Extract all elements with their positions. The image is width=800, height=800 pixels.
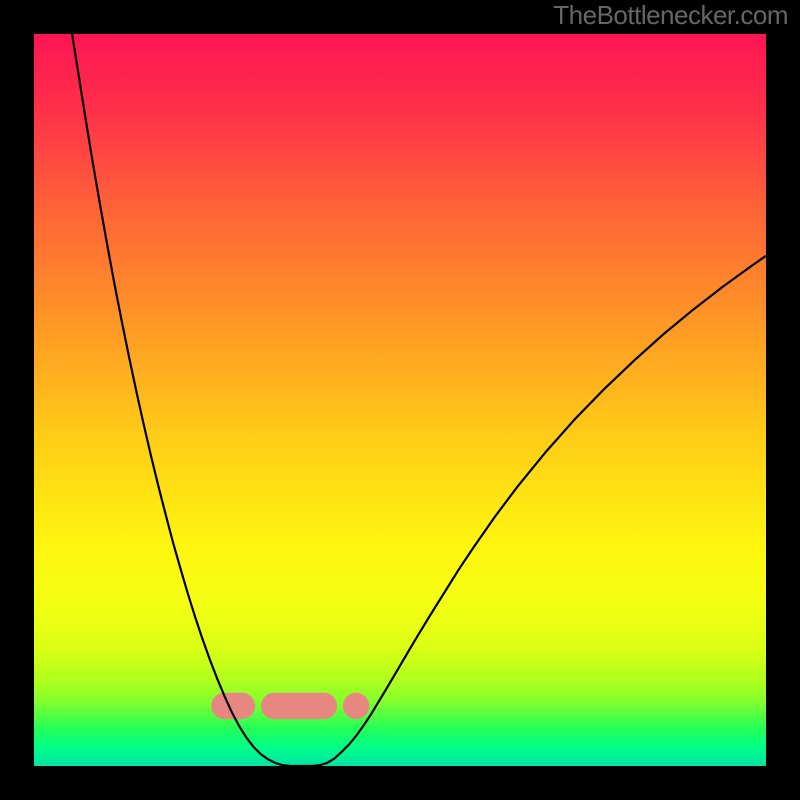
chart-container: TheBottlenecker.com — [0, 0, 800, 800]
overlay-segment — [343, 693, 369, 719]
chart-svg — [0, 0, 800, 800]
overlay-segment — [261, 693, 337, 719]
plot-background-gradient — [34, 34, 766, 766]
watermark-text: TheBottlenecker.com — [553, 0, 788, 31]
